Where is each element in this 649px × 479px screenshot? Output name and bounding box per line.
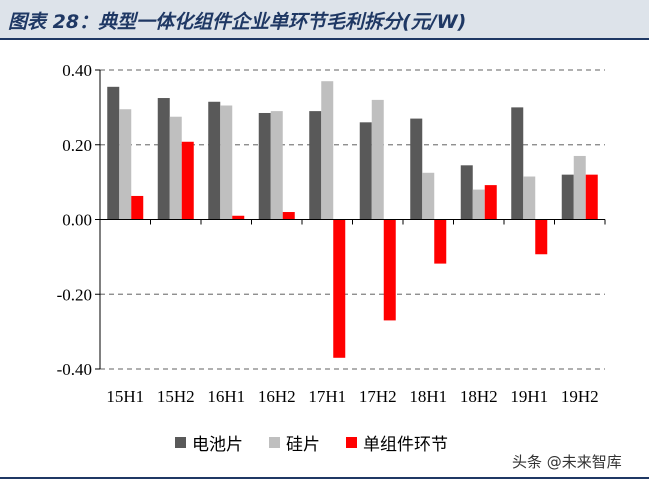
bar: [371, 99, 384, 220]
bar: [220, 105, 233, 220]
x-tick-label: 18H2: [460, 387, 498, 406]
bar: [460, 165, 473, 220]
bar: [232, 215, 245, 220]
bar: [472, 189, 485, 220]
bar: [523, 176, 536, 220]
bottom-rule: [0, 477, 649, 479]
bar: [321, 81, 334, 220]
bar: [131, 195, 144, 220]
x-tick-label: 17H2: [359, 387, 397, 406]
bar: [119, 109, 132, 220]
y-tick-label: 0.20: [62, 136, 92, 155]
bar: [422, 172, 435, 220]
bar: [282, 212, 295, 220]
bar: [383, 219, 396, 321]
x-tick-label: 18H1: [409, 387, 447, 406]
legend-swatch-module: [346, 436, 357, 448]
bar: [561, 174, 574, 220]
chart-title: 图表 28：典型一体化组件企业单环节毛利拆分(元/W): [8, 11, 467, 33]
bar: [410, 118, 423, 220]
bar-chart: 0.40 0.20 0.00 -0.20 -0.40 15H1 15H2 16H1 16H2 17…: [57, 61, 606, 406]
legend-item-wafer: 硅片: [269, 430, 320, 455]
title-bar: 图表 28：典型一体化组件企业单环节毛利拆分(元/W): [0, 0, 649, 40]
legend-item-cell: 电池片: [175, 430, 243, 455]
bar: [511, 107, 524, 220]
legend-label-cell: 电池片: [192, 434, 243, 455]
bar: [333, 219, 346, 358]
legend-item-module: 单组件环节: [346, 430, 448, 455]
legend: 电池片 硅片 单组件环节: [175, 430, 448, 455]
legend-label-module: 单组件环节: [363, 434, 448, 455]
x-tick-label: 16H1: [207, 387, 245, 406]
bar: [258, 112, 271, 220]
bar: [573, 155, 586, 220]
legend-swatch-cell: [175, 436, 186, 448]
y-tick-label: 0.40: [62, 61, 92, 80]
bars: [107, 81, 598, 358]
bar: [270, 111, 283, 220]
axes: [95, 69, 606, 370]
bar: [535, 219, 548, 255]
bar: [309, 111, 322, 220]
bar: [169, 116, 182, 220]
bar: [484, 185, 497, 220]
watermark: 头条 @未来智库: [512, 453, 622, 471]
x-tick-label: 15H1: [106, 387, 144, 406]
y-tick-label: -0.40: [57, 360, 92, 379]
x-tick-label: 16H2: [258, 387, 296, 406]
y-tick-label: 0.00: [62, 211, 92, 230]
bar: [107, 86, 120, 220]
bar: [157, 98, 170, 220]
bar: [181, 141, 194, 220]
bar: [208, 101, 221, 220]
bar: [434, 219, 447, 264]
x-tick-label: 15H2: [157, 387, 195, 406]
bar: [359, 122, 372, 220]
x-tick-label: 19H2: [561, 387, 599, 406]
legend-label-wafer: 硅片: [286, 434, 320, 455]
y-tick-label: -0.20: [57, 285, 92, 304]
x-tick-label: 19H1: [510, 387, 548, 406]
x-tick-label: 17H1: [308, 387, 346, 406]
bar: [585, 174, 598, 220]
legend-swatch-wafer: [269, 436, 280, 448]
tick-labels: 0.40 0.20 0.00 -0.20 -0.40 15H1 15H2 16H1 16H2 17…: [57, 61, 599, 406]
